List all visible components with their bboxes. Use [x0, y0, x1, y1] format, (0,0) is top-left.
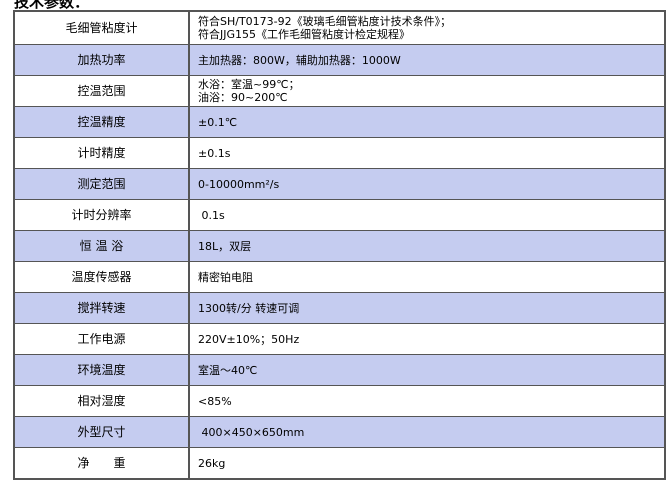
spec-value: 0-10000mm²/s: [188, 168, 666, 200]
spec-value: ±0.1℃: [188, 106, 666, 138]
table-row: 加热功率 主加热器：800W，辅助加热器：1000W: [13, 44, 666, 76]
spec-value-line: <85%: [198, 394, 232, 408]
table-row: 温度传感器 精密铂电阻: [13, 261, 666, 293]
spec-value: 220V±10%；50Hz: [188, 323, 666, 355]
section-title: 技术参数：: [14, 0, 90, 11]
spec-value: 1300转/分 转速可调: [188, 292, 666, 324]
spec-value-line: 0-10000mm²/s: [198, 177, 280, 191]
spec-label: 控温精度: [13, 106, 190, 138]
spec-value: ±0.1s: [188, 137, 666, 169]
spec-table: 毛细管粘度计 符合SH/T0173-92《玻璃毛细管粘度计技术条件》； 符合JJG1…: [13, 10, 666, 480]
spec-label: 相对湿度: [13, 385, 190, 417]
table-row: 工作电源 220V±10%；50Hz: [13, 323, 666, 355]
spec-value: 18L，双层: [188, 230, 666, 262]
spec-value: 水浴：室温~99℃； 油浴：90~200℃: [188, 75, 666, 107]
spec-value: 精密铂电阻: [188, 261, 666, 293]
spec-value-line: 室温～40℃: [198, 363, 258, 377]
table-row: 环境温度 室温～40℃: [13, 354, 666, 386]
table-row: 搅拌转速 1300转/分 转速可调: [13, 292, 666, 324]
spec-value-line: 220V±10%；50Hz: [198, 332, 300, 346]
spec-value: 0.1s: [188, 199, 666, 231]
table-row: 计时分辨率 0.1s: [13, 199, 666, 231]
spec-value-line: 26kg: [198, 456, 226, 470]
spec-value-line: 水浴：室温~99℃；: [198, 78, 300, 91]
spec-value-line: 精密铂电阻: [198, 270, 253, 284]
table-row: 控温范围 水浴：室温~99℃； 油浴：90~200℃: [13, 75, 666, 107]
spec-value: 室温～40℃: [188, 354, 666, 386]
spec-value: 400×450×650mm: [188, 416, 666, 448]
spec-label: 计时精度: [13, 137, 190, 169]
spec-label: 控温范围: [13, 75, 190, 107]
spec-label: 搅拌转速: [13, 292, 190, 324]
table-row: 外型尺寸 400×450×650mm: [13, 416, 666, 448]
spec-label: 毛细管粘度计: [13, 10, 190, 45]
spec-label: 工作电源: [13, 323, 190, 355]
spec-label: 温度传感器: [13, 261, 190, 293]
table-row: 相对湿度 <85%: [13, 385, 666, 417]
spec-label: 外型尺寸: [13, 416, 190, 448]
spec-value-line: 1300转/分 转速可调: [198, 301, 300, 315]
spec-value-line: 主加热器：800W，辅助加热器：1000W: [198, 53, 401, 67]
spec-value: 符合SH/T0173-92《玻璃毛细管粘度计技术条件》； 符合JJG155《工作毛…: [188, 10, 666, 45]
spec-value-line: 400×450×650mm: [198, 425, 305, 439]
table-row: 毛细管粘度计 符合SH/T0173-92《玻璃毛细管粘度计技术条件》； 符合JJG1…: [13, 10, 666, 45]
spec-value: <85%: [188, 385, 666, 417]
spec-value-line: 18L，双层: [198, 239, 252, 253]
table-row: 测定范围 0-10000mm²/s: [13, 168, 666, 200]
spec-value: 主加热器：800W，辅助加热器：1000W: [188, 44, 666, 76]
table-row: 计时精度 ±0.1s: [13, 137, 666, 169]
table-row: 控温精度 ±0.1℃: [13, 106, 666, 138]
spec-value-line: ±0.1℃: [198, 115, 238, 129]
spec-label: 恒 温 浴: [13, 230, 190, 262]
spec-value-line: 符合JJG155《工作毛细管粘度计检定规程》: [198, 28, 411, 41]
spec-label: 加热功率: [13, 44, 190, 76]
spec-value-line: 符合SH/T0173-92《玻璃毛细管粘度计技术条件》；: [198, 15, 452, 28]
spec-label: 净 重: [13, 447, 190, 480]
spec-value-line: ±0.1s: [198, 146, 231, 160]
spec-label: 环境温度: [13, 354, 190, 386]
spec-value-line: 0.1s: [198, 208, 225, 222]
spec-value: 26kg: [188, 447, 666, 480]
spec-value-line: 油浴：90~200℃: [198, 91, 288, 104]
table-row: 净 重 26kg: [13, 447, 666, 480]
table-row: 恒 温 浴 18L，双层: [13, 230, 666, 262]
spec-label: 测定范围: [13, 168, 190, 200]
spec-label: 计时分辨率: [13, 199, 190, 231]
